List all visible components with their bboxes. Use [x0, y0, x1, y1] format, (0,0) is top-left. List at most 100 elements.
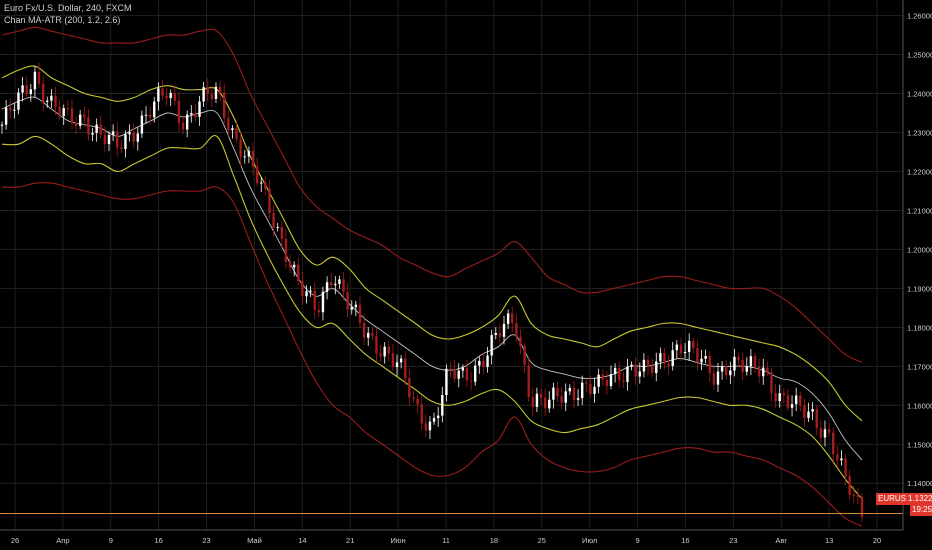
candle-body: [704, 356, 707, 359]
candle-body: [165, 95, 168, 99]
indicator-line-band_lower_outer: [1, 182, 863, 527]
price-axis[interactable]: 1.26000 1.25000 1.24000 1.23000 1.22000 1.210…: [902, 0, 932, 530]
indicator-title: Chan MA-ATR (200, 1.2, 2.6): [4, 15, 121, 25]
time-tick-label: 23: [729, 536, 737, 545]
candle-body: [766, 367, 769, 373]
candle-body: [762, 367, 765, 377]
time-tick-label: 11: [442, 536, 450, 545]
candle-body: [782, 393, 786, 396]
candle-body: [486, 355, 489, 368]
candle-body: [692, 340, 695, 349]
candle-body: [58, 106, 61, 117]
candle-body: [498, 332, 502, 337]
time-tick-label: 21: [346, 536, 354, 545]
candle-body: [445, 368, 448, 396]
candle-body: [309, 290, 312, 292]
candle-body: [29, 89, 33, 95]
candle-body: [634, 364, 637, 377]
symbol-tag: EURUSD: [876, 493, 914, 505]
candle-body: [116, 131, 119, 148]
candle-body: [177, 100, 181, 123]
candle-body: [235, 128, 238, 140]
candle-body: [560, 396, 563, 403]
candle-body: [622, 380, 625, 382]
candle-body: [9, 107, 12, 111]
candle-body: [572, 387, 576, 400]
time-tick-label: Май: [247, 536, 262, 545]
candle-body: [416, 398, 419, 405]
candle-body: [753, 356, 757, 367]
candle-body: [626, 366, 629, 382]
candle-body: [350, 307, 353, 310]
candle-body: [436, 415, 440, 419]
candle-body: [770, 372, 773, 393]
candle-body: [276, 227, 279, 229]
candle-body: [531, 397, 535, 407]
candle-body: [663, 353, 666, 364]
candle-body: [646, 359, 650, 367]
candle-body: [667, 363, 670, 366]
candle-body: [494, 332, 497, 335]
candle-body: [33, 71, 37, 90]
candle-body: [840, 458, 843, 461]
candle-body: [852, 494, 855, 496]
candle-body: [490, 334, 493, 356]
candle-body: [428, 421, 432, 431]
time-tick-label: 18: [490, 536, 498, 545]
candle-body: [301, 280, 304, 297]
price-tick-label: 1.18000: [907, 323, 932, 332]
candle-body: [552, 387, 555, 400]
candle-body: [568, 387, 572, 392]
candle-body: [227, 117, 230, 131]
candle-body: [745, 366, 748, 372]
candle-body: [630, 364, 633, 367]
candle-body: [99, 124, 102, 135]
candle-body: [465, 367, 469, 381]
candle-body: [556, 387, 559, 397]
candle-body: [371, 332, 374, 336]
candle-body: [161, 88, 164, 96]
candle-body: [391, 353, 395, 367]
candle-body: [580, 382, 584, 399]
candle-body: [214, 86, 218, 99]
candle-body: [687, 340, 691, 352]
candle-body: [515, 323, 518, 337]
candle-body: [589, 383, 592, 394]
candle-body: [576, 398, 580, 400]
candle-body: [794, 395, 798, 405]
candle-body: [683, 351, 687, 354]
indicator-line-band_upper_outer: [1, 26, 863, 363]
candle-body: [17, 92, 20, 110]
candle-body: [605, 379, 609, 387]
candle-body: [103, 134, 107, 145]
candle-body: [613, 367, 617, 375]
countdown-tag: 19:25: [910, 504, 932, 516]
candle-body: [815, 408, 818, 429]
candle-body: [856, 495, 860, 497]
candle-body: [198, 101, 201, 117]
candle-body: [280, 227, 284, 239]
time-axis[interactable]: 26 Апр 9 16 23 Май 14 21 Июн 11 18 25 Июл 9 16 23 Авг 13 2…: [0, 529, 903, 545]
candle-body: [741, 359, 744, 372]
candle-body: [21, 85, 24, 93]
candle-body: [700, 358, 703, 363]
candle-body: [202, 87, 205, 102]
price-tick-label: 1.23000: [907, 129, 932, 138]
candle-body: [733, 356, 736, 371]
candle-body: [478, 360, 481, 366]
candle-body: [757, 366, 761, 377]
candle-body: [404, 358, 407, 379]
candle-body: [729, 370, 732, 376]
candle-body: [210, 94, 214, 99]
candle-body: [358, 304, 362, 323]
grid: [0, 0, 903, 530]
candle-body: [506, 313, 510, 324]
candle-body: [527, 364, 530, 398]
symbol-title: Euro Fx/U.S. Dollar, 240, FXCM: [4, 3, 132, 13]
candle-body: [251, 150, 255, 167]
candle-body: [25, 85, 28, 95]
candle-body: [66, 108, 70, 110]
price-tick-label: 1.15000: [907, 440, 932, 449]
candle-body: [696, 348, 699, 363]
